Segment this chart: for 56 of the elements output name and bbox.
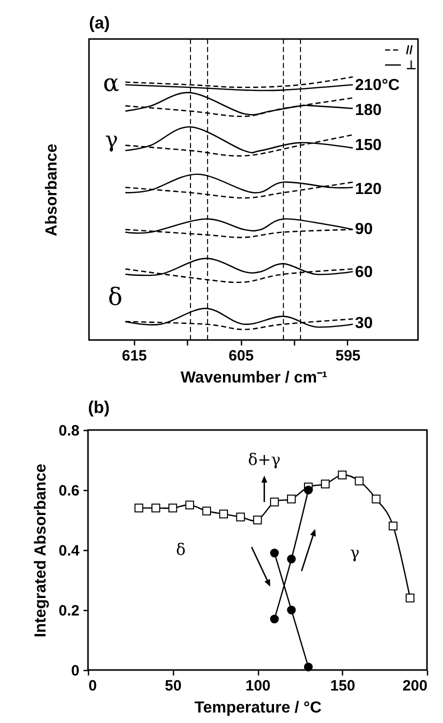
- point: [287, 606, 296, 614]
- x-tick-label: 200: [402, 678, 428, 694]
- x-tick-label: 150: [330, 678, 356, 694]
- y-tick-label: 0.6: [58, 482, 80, 500]
- annotation: δ+γ: [248, 450, 281, 469]
- point: [406, 594, 414, 602]
- x-tick-label: 595: [335, 348, 361, 364]
- chart-title: (a): [89, 14, 110, 32]
- x-axis-title: Wavenumber / cm⁻¹: [180, 370, 328, 386]
- point: [151, 504, 160, 512]
- y-tick-label: 0.2: [58, 602, 80, 620]
- legend-label: ⊥: [406, 58, 416, 72]
- x-tick-label: 100: [245, 678, 271, 694]
- annotation: 30: [355, 315, 373, 332]
- point: [287, 494, 296, 504]
- y-tick-label: 0: [71, 662, 80, 680]
- annotation: 90: [355, 221, 373, 238]
- point: [304, 486, 313, 494]
- x-tick-label: 615: [122, 348, 147, 364]
- point: [134, 504, 144, 512]
- annotation: 180: [355, 102, 382, 119]
- chart-title: (b): [88, 398, 110, 417]
- point: [185, 500, 194, 510]
- annotation: 150: [355, 137, 382, 154]
- point: [270, 548, 279, 558]
- annotation: α: [103, 69, 120, 97]
- annotation: γ: [350, 543, 360, 562]
- point: [304, 662, 313, 672]
- point: [270, 614, 279, 624]
- point: [253, 516, 262, 524]
- y-tick-label: 0.4: [58, 542, 80, 560]
- point: [320, 480, 330, 488]
- point: [168, 504, 178, 512]
- annotation: 60: [355, 264, 373, 281]
- point: [388, 522, 398, 530]
- annotation: γ: [105, 128, 118, 153]
- x-axis-title: Temperature / °C: [194, 700, 322, 716]
- x-tick-label: 50: [164, 678, 182, 694]
- annotation: δ: [176, 540, 186, 559]
- legend-label: //: [406, 43, 414, 57]
- x-tick-label: 605: [228, 348, 254, 364]
- point: [338, 470, 347, 480]
- point: [202, 506, 212, 516]
- point: [236, 512, 245, 522]
- x-tick-label: 0: [88, 678, 97, 694]
- annotation: 120: [355, 181, 382, 198]
- y-axis-title: Absorbance: [44, 144, 60, 236]
- annotation: δ: [108, 283, 122, 311]
- point: [372, 494, 381, 504]
- annotation: 210°C: [355, 77, 400, 94]
- point: [354, 476, 364, 486]
- point: [270, 498, 279, 506]
- point: [287, 554, 296, 564]
- point: [219, 510, 228, 518]
- y-axis-title: Integrated Absorbance: [32, 464, 50, 638]
- y-tick-label: 0.8: [58, 422, 80, 440]
